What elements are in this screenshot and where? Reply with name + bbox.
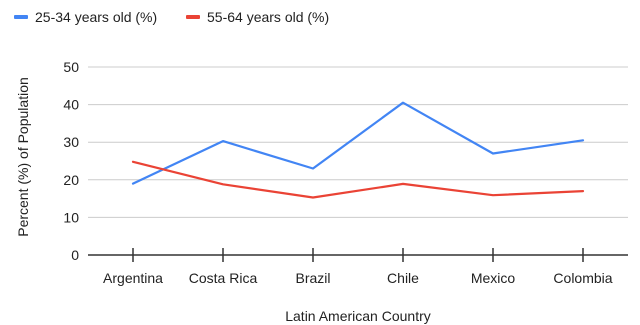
x-tick-label: Chile xyxy=(387,270,419,286)
y-tick-label: 0 xyxy=(71,247,79,263)
y-axis-ticks: 0 10 20 30 40 50 xyxy=(63,59,79,263)
x-axis-title: Latin American Country xyxy=(285,308,431,324)
x-tick-label: Mexico xyxy=(471,270,516,286)
series-line-1 xyxy=(131,101,585,185)
legend-swatch-1 xyxy=(14,15,28,19)
y-tick-label: 10 xyxy=(63,209,79,225)
y-tick-label: 20 xyxy=(63,172,79,188)
x-tick-label: Costa Rica xyxy=(189,270,258,286)
gridlines xyxy=(88,66,628,218)
y-tick-label: 30 xyxy=(63,134,79,150)
legend: 25-34 years old (%) 55-64 years old (%) xyxy=(14,9,329,25)
x-tick-label: Colombia xyxy=(553,270,612,286)
x-axis: Argentina Costa Rica Brazil Chile Mexico Colo… xyxy=(88,248,628,286)
y-axis-title: Percent (%) of Population xyxy=(15,77,31,237)
x-tick-label: Brazil xyxy=(295,270,330,286)
y-tick-label: 40 xyxy=(63,97,79,113)
series-lines xyxy=(131,101,585,199)
series-line-2 xyxy=(131,160,585,199)
x-tick-label: Argentina xyxy=(103,270,163,286)
legend-swatch-2 xyxy=(186,15,200,19)
legend-label-2: 55-64 years old (%) xyxy=(207,9,329,25)
legend-label-1: 25-34 years old (%) xyxy=(35,9,157,25)
y-tick-label: 50 xyxy=(63,59,79,75)
